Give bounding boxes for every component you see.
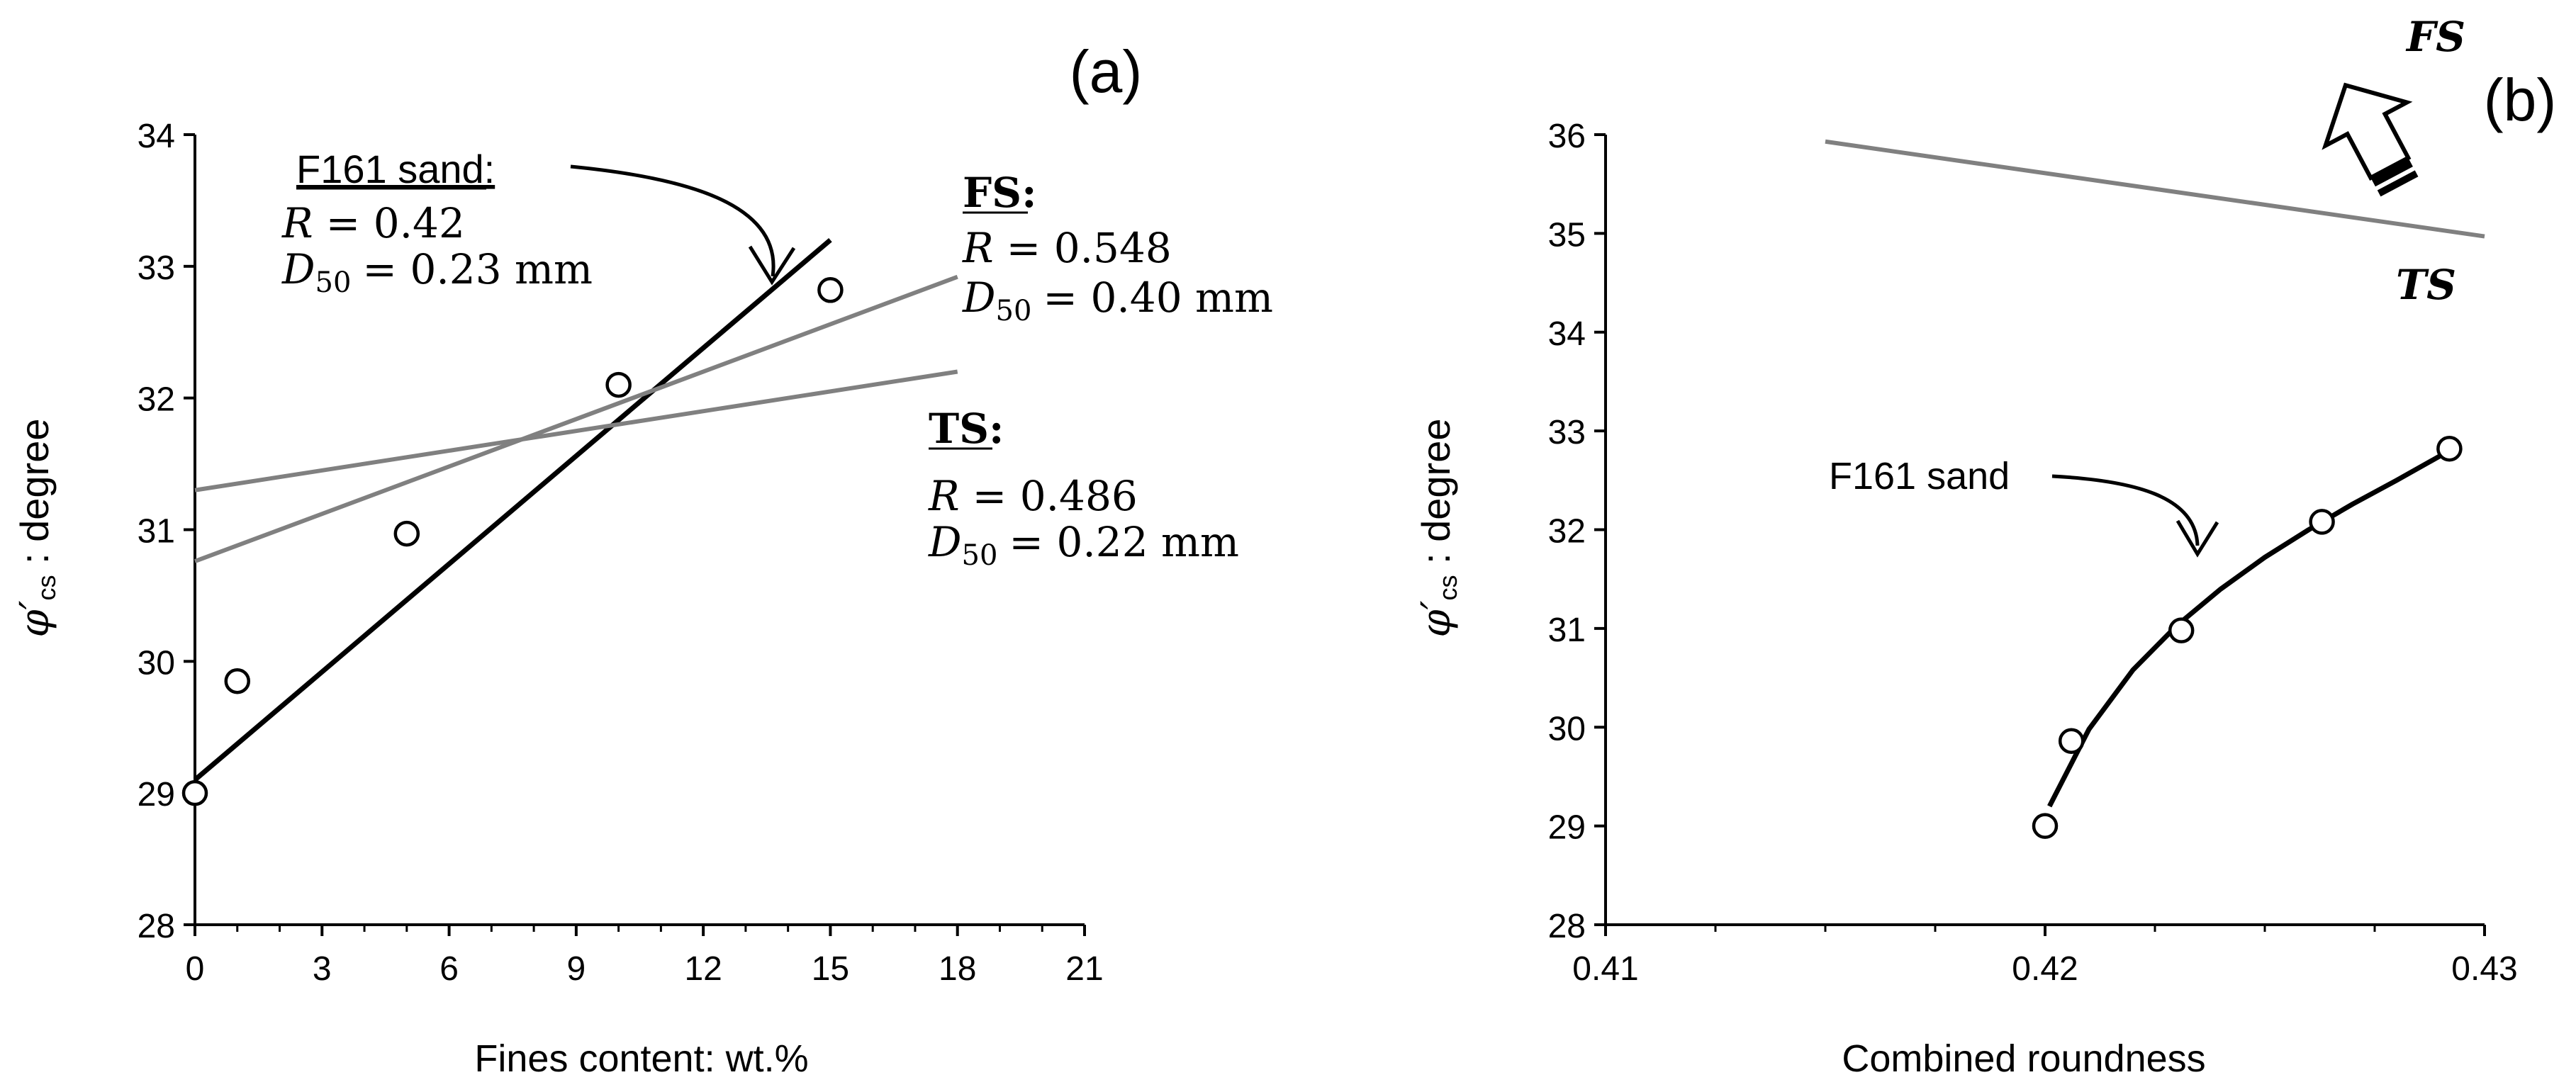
annotation-ts-r-value: = 0.486 — [973, 472, 1138, 520]
panel-a-x-tick-label: 18 — [939, 950, 976, 988]
panel-b-y-tick-label: 31 — [1548, 612, 1586, 649]
panel-b-y-tick-label: 36 — [1548, 118, 1586, 155]
annotation-fs-d-value: = 0.40 mm — [1043, 274, 1273, 322]
panel-a-y-axis-unit: : degree — [12, 419, 57, 575]
panel-b-y-axis-symbol: φ′ — [1413, 600, 1460, 637]
annotation-fs-r-value: = 0.548 — [1007, 224, 1172, 272]
panel-b-y-tick-label: 34 — [1548, 315, 1586, 353]
panel-a-x-tick-label: 15 — [812, 950, 849, 988]
direction-arrow-base — [2370, 157, 2413, 187]
panel-a-x-tick-label: 3 — [313, 950, 332, 988]
annotation-f161-arrowhead — [748, 245, 796, 286]
annotation-ts-r: R = 0.486 — [928, 472, 1138, 520]
annotation-fs-d-subscript: 50 — [996, 295, 1032, 327]
panel-b-y-tick-label: 32 — [1548, 513, 1586, 551]
panel-a-y-axis-symbol: φ′ — [12, 600, 58, 637]
panel-b-y-axis-subscript: cs — [1433, 575, 1462, 601]
panel-a-x-tick-label: 6 — [439, 950, 459, 988]
panel-a-data-point — [817, 277, 844, 303]
panel-a-y-tick-label: 30 — [138, 644, 175, 682]
panel-a-x-tick-label: 0 — [186, 950, 205, 988]
annotation-f161-d50: D50 = 0.23 mm — [281, 245, 593, 299]
panel-b-data-point — [2436, 435, 2463, 462]
panel-b-data-point — [2058, 728, 2085, 755]
panel-b-y-axis-label: φ′cs : degree — [1413, 419, 1462, 638]
panel-a-y-tick-label: 29 — [138, 776, 175, 813]
panel-b-y-tick-label: 33 — [1548, 414, 1586, 451]
annotation-ts-d-symbol: D — [928, 518, 962, 566]
panel-a-data-point — [224, 668, 251, 694]
panel-a-x-tick-label: 21 — [1065, 950, 1103, 988]
annotation-ts-d-value: = 0.22 mm — [1009, 518, 1239, 566]
annotation-ts-d50: D50 = 0.22 mm — [928, 518, 1239, 572]
panel-a-data-point — [605, 371, 632, 398]
panel-b-plot-area: 28 29 30 31 32 33 34 35 36 0.41 0.42 0.43 — [1548, 118, 2518, 988]
panel-b-x-tick-label: 0.42 — [2012, 950, 2078, 988]
annotation-fs-d50: D50 = 0.40 mm — [962, 274, 1273, 327]
annotation-f161-d-subscript: 50 — [315, 266, 352, 299]
annotation-f161-r-value: = 0.42 — [326, 199, 465, 247]
annotation-fs-title: FS: — [963, 169, 1036, 217]
annotation-f161-arrow — [570, 164, 775, 277]
panel-b-direction-arrow — [2322, 82, 2419, 197]
annotation-ts-r-symbol: R — [928, 472, 960, 520]
annotation-f161-d-symbol: D — [281, 245, 315, 293]
annotation-f161-d-value: = 0.23 mm — [362, 245, 593, 293]
panel-a-label: (a) — [1070, 38, 1143, 105]
panel-b-label-ts: TS — [2396, 261, 2456, 309]
annotation-fs-r: R = 0.548 — [962, 224, 1172, 272]
panel-a-data-point — [181, 779, 208, 806]
panel-a-plot-area: 28 29 30 31 32 33 34 0 3 6 9 12 15 18 21 — [138, 118, 1104, 988]
panel-a-annotation-ts: TS: R = 0.486 D50 = 0.22 mm — [928, 405, 1239, 572]
panel-b-annotation-f161: F161 sand — [1829, 455, 2010, 497]
panel-a-y-axis-subscript: cs — [32, 575, 61, 601]
annotation-f161-r: R = 0.42 — [281, 199, 465, 247]
panel-b-data-point — [2309, 509, 2335, 535]
panel-b-f161-arrowhead — [2175, 519, 2219, 558]
annotation-ts-title: TS: — [929, 405, 1004, 453]
direction-arrow-base-2 — [2377, 170, 2419, 197]
direction-arrow-shape — [2322, 82, 2413, 181]
panel-b-trend-line — [1825, 139, 2485, 239]
panel-a-line-fs — [194, 274, 958, 563]
annotation-f161-title: F161 sand: — [296, 147, 495, 191]
panel-a-y-tick-label: 34 — [138, 118, 175, 155]
panel-b-x-tick-label: 0.41 — [1572, 950, 1638, 988]
panel-a-y-tick-label: 31 — [138, 513, 175, 551]
panel-b-x-tick-label: 0.43 — [2451, 950, 2517, 988]
panel-a-line-f161-sand — [193, 237, 832, 782]
panel-a-annotation-fs: FS: R = 0.548 D50 = 0.40 mm — [962, 169, 1273, 327]
annotation-fs-r-symbol: R — [962, 224, 994, 272]
annotation-fs-d-symbol: D — [962, 274, 996, 322]
panel-a-data-point — [393, 520, 420, 547]
panel-a-x-axis-label: Fines content: wt.% — [474, 1037, 808, 1080]
panel-a-y-axis-label: φ′cs : degree — [12, 419, 61, 638]
panel-b-x-axis-label: Combined roundness — [1842, 1037, 2205, 1080]
panel-b: (b) 28 29 30 31 32 33 34 35 36 0.41 0.42 0.43 φ′cs … — [1413, 13, 2556, 1080]
panel-b-y-tick-label: 29 — [1548, 809, 1586, 847]
panel-b-label: (b) — [2484, 67, 2557, 133]
panel-a-y-tick-label: 28 — [138, 908, 175, 945]
panel-b-y-tick-label: 35 — [1548, 216, 1586, 254]
panel-b-data-point — [2168, 617, 2195, 643]
panel-a-y-tick-label: 33 — [138, 249, 175, 287]
panel-b-y-axis-unit: : degree — [1413, 419, 1458, 575]
annotation-ts-d-subscript: 50 — [962, 539, 998, 572]
panel-b-y-tick-label: 30 — [1548, 710, 1586, 748]
panel-a-x-tick-label: 9 — [567, 950, 586, 988]
panel-a-line-ts — [194, 369, 958, 492]
panel-b-label-fs: FS — [2405, 13, 2465, 61]
panel-a-annotation-f161: F161 sand: R = 0.42 D50 = 0.23 mm — [281, 147, 796, 299]
panel-a-x-tick-label: 12 — [684, 950, 722, 988]
panel-a-y-tick-label: 32 — [138, 381, 175, 419]
annotation-f161-r-symbol: R — [281, 199, 313, 247]
panel-a: (a) 28 29 30 31 32 33 34 0 3 6 9 12 15 18 21 φ′cs : de… — [12, 38, 1273, 1080]
panel-b-f161-arrow — [2051, 474, 2200, 546]
panel-b-fit-curve — [2047, 448, 2451, 808]
panel-b-data-point — [2032, 813, 2059, 839]
panel-b-y-tick-label: 28 — [1548, 908, 1586, 945]
